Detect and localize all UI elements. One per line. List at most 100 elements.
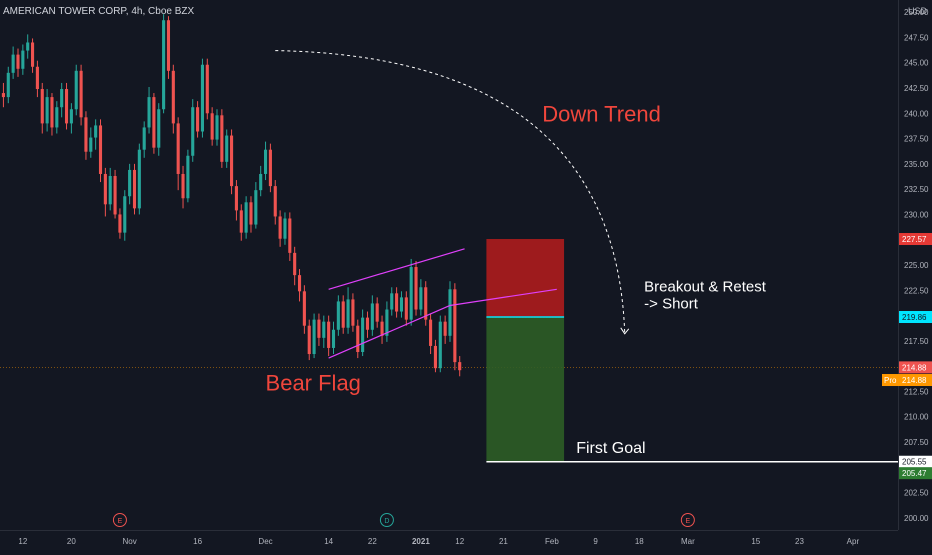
- candle[interactable]: [395, 287, 399, 318]
- time-axis[interactable]: 12 20 Nov 16 Dec 14 22 2021 12 21 Feb 9 18 Mar 15 23 Apr…: [0, 513, 898, 547]
- candle[interactable]: [288, 212, 292, 261]
- stop-loss-zone[interactable]: [486, 239, 565, 318]
- candle[interactable]: [55, 101, 59, 134]
- candle[interactable]: [312, 313, 316, 359]
- candle[interactable]: [458, 356, 462, 377]
- candle[interactable]: [424, 281, 428, 326]
- candle[interactable]: [16, 48, 20, 77]
- candle[interactable]: [215, 109, 219, 146]
- candle[interactable]: [196, 101, 200, 138]
- candle[interactable]: [45, 89, 49, 132]
- event-marker[interactable]: E: [680, 513, 695, 527]
- candle[interactable]: [166, 16, 171, 79]
- candle[interactable]: [433, 339, 437, 373]
- candle[interactable]: [375, 297, 379, 328]
- candle[interactable]: [302, 285, 306, 334]
- candle[interactable]: [11, 46, 15, 79]
- candle[interactable]: [230, 129, 234, 195]
- candle[interactable]: [263, 141, 268, 181]
- candle[interactable]: [370, 295, 374, 336]
- candle[interactable]: [89, 127, 93, 158]
- price-axis[interactable]: 250.00 247.50 245.00 242.50 240.00 237.50 235.…: [882, 0, 932, 550]
- candle[interactable]: [30, 38, 35, 73]
- event-marker[interactable]: D: [379, 513, 394, 527]
- candle[interactable]: [244, 196, 248, 239]
- candle[interactable]: [322, 315, 326, 348]
- candle[interactable]: [429, 313, 433, 355]
- candle[interactable]: [220, 109, 224, 168]
- candle[interactable]: [225, 129, 229, 168]
- candle[interactable]: [297, 269, 302, 302]
- candle[interactable]: [419, 279, 423, 316]
- candle[interactable]: [259, 165, 263, 197]
- flag-upper-line[interactable]: [328, 248, 465, 290]
- candle[interactable]: [118, 208, 122, 239]
- candle[interactable]: [205, 58, 209, 120]
- candle[interactable]: [453, 283, 457, 371]
- candle[interactable]: [293, 246, 297, 286]
- candle[interactable]: [239, 204, 243, 241]
- candle[interactable]: [331, 321, 336, 355]
- candle[interactable]: [317, 313, 321, 346]
- candle[interactable]: [210, 107, 214, 146]
- candle[interactable]: [50, 93, 54, 136]
- candle[interactable]: [98, 119, 103, 183]
- candle[interactable]: [341, 295, 345, 334]
- candle[interactable]: [327, 315, 331, 357]
- candle[interactable]: [361, 309, 365, 357]
- candle[interactable]: [84, 111, 88, 160]
- candle[interactable]: [380, 315, 384, 344]
- candle[interactable]: [79, 64, 83, 126]
- candle[interactable]: [64, 82, 69, 130]
- candle[interactable]: [69, 103, 73, 134]
- candle[interactable]: [448, 281, 452, 342]
- retest-line[interactable]: [449, 288, 557, 307]
- candle[interactable]: [6, 66, 10, 104]
- candle[interactable]: [162, 14, 166, 114]
- candle[interactable]: [123, 190, 127, 241]
- candle[interactable]: [307, 319, 311, 361]
- candle[interactable]: [1, 82, 5, 108]
- candle[interactable]: [283, 212, 287, 245]
- flag-lower-line[interactable]: [328, 304, 451, 359]
- candle[interactable]: [132, 163, 137, 215]
- candle[interactable]: [443, 315, 447, 344]
- candle[interactable]: [128, 163, 132, 205]
- candle[interactable]: [191, 99, 195, 162]
- candle[interactable]: [74, 64, 78, 116]
- candle[interactable]: [176, 117, 180, 191]
- candle[interactable]: [404, 291, 408, 326]
- candle[interactable]: [147, 86, 151, 134]
- candle[interactable]: [414, 260, 418, 316]
- candle[interactable]: [142, 121, 146, 158]
- candle[interactable]: [346, 287, 350, 334]
- candle[interactable]: [385, 301, 389, 342]
- candle[interactable]: [94, 119, 98, 150]
- candle[interactable]: [409, 258, 413, 326]
- candle[interactable]: [438, 315, 442, 373]
- candle[interactable]: [40, 82, 44, 134]
- candle[interactable]: [108, 167, 112, 211]
- candle[interactable]: [351, 293, 355, 332]
- candle[interactable]: [157, 103, 161, 156]
- candle[interactable]: [35, 60, 39, 98]
- candle[interactable]: [254, 182, 258, 229]
- candle[interactable]: [186, 149, 190, 203]
- candle[interactable]: [26, 34, 30, 59]
- candle[interactable]: [268, 143, 272, 193]
- candle[interactable]: [171, 64, 175, 134]
- candle[interactable]: [365, 311, 370, 338]
- candle[interactable]: [336, 295, 340, 336]
- candle[interactable]: [234, 180, 238, 221]
- candle[interactable]: [60, 82, 64, 118]
- candle[interactable]: [200, 58, 204, 138]
- candle[interactable]: [278, 210, 282, 247]
- downtrend-arrow[interactable]: [275, 50, 626, 334]
- take-profit-zone[interactable]: [486, 317, 565, 462]
- candle[interactable]: [103, 167, 107, 217]
- candle[interactable]: [273, 180, 277, 225]
- candle[interactable]: [181, 165, 185, 209]
- candle[interactable]: [152, 93, 156, 154]
